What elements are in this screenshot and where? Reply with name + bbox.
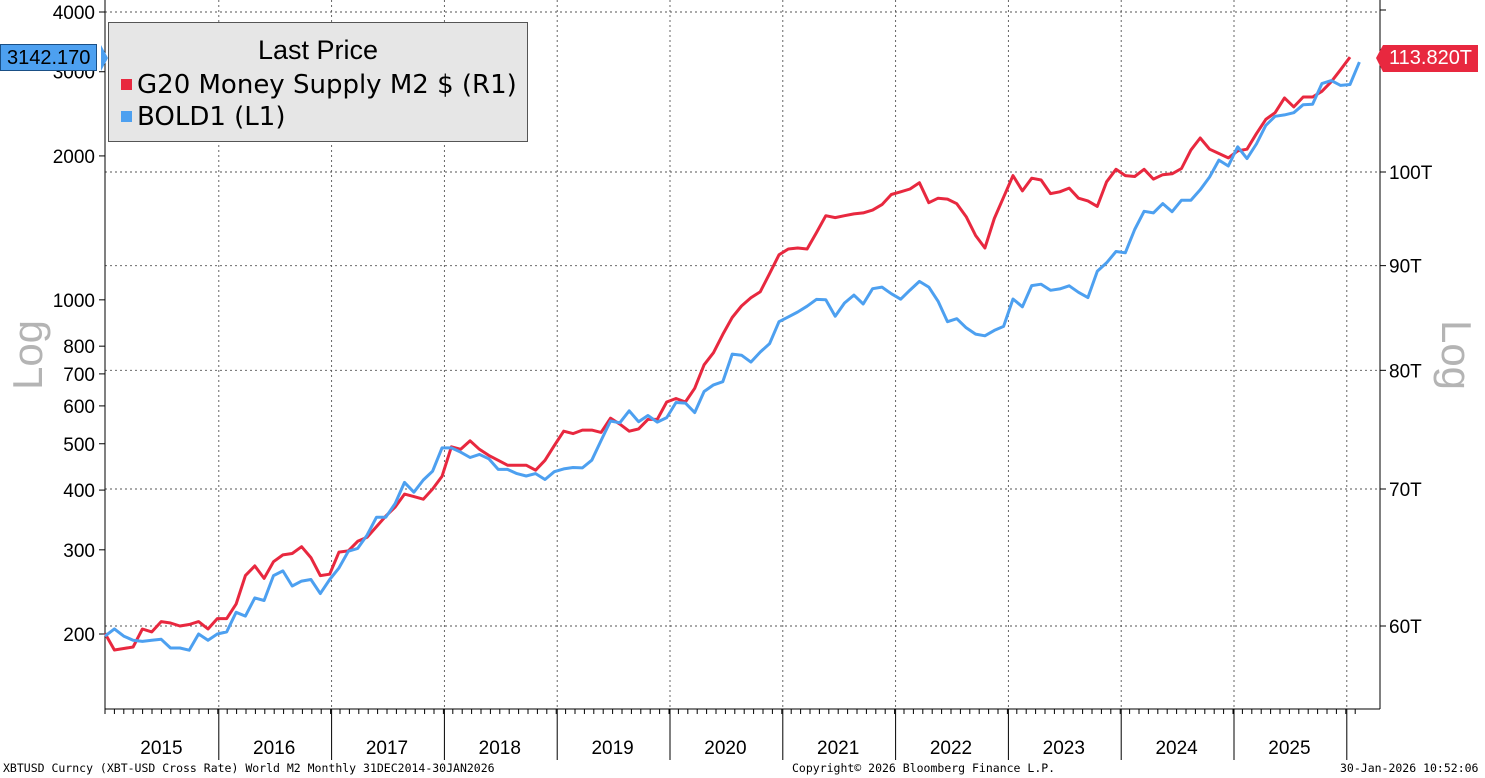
legend-entry-bold1: BOLD1 (L1) [121, 102, 285, 132]
left-tick-label-600: 600 [63, 397, 95, 418]
left-tick-label-800: 800 [63, 337, 95, 358]
year-label-2019: 2019 [591, 738, 633, 759]
series-line-g20-m2 [103, 56, 1352, 652]
right-badge-pointer [1376, 45, 1383, 72]
right-axis-title: Log [1433, 320, 1480, 390]
right-tick-label-90t: 90T [1389, 257, 1422, 278]
year-label-2025: 2025 [1268, 738, 1310, 759]
legend-swatch-red [121, 79, 132, 90]
gridlines [105, 0, 1380, 709]
footer-timestamp: 30-Jan-2026 10:52:06 [1340, 761, 1479, 775]
year-label-2022: 2022 [930, 738, 972, 759]
year-label-2018: 2018 [479, 738, 521, 759]
right-tick-label-100t: 100T [1389, 163, 1433, 184]
left-tick-label-500: 500 [63, 435, 95, 456]
left-tick-label-2000: 2000 [53, 147, 95, 168]
legend-label-bold1: BOLD1 (L1) [137, 102, 286, 132]
left-tick-label-4000: 4000 [53, 3, 95, 24]
left-tick-label-700: 700 [63, 365, 95, 386]
x-axis: 2015 2016 2017 2018 2019 2020 2021 2022 2023 2024… [104, 709, 1356, 760]
left-last-value-badge: 3142.170 [0, 44, 98, 71]
year-label-2016: 2016 [253, 738, 295, 759]
left-tick-label-400: 400 [63, 481, 95, 502]
legend-swatch-blue [121, 111, 132, 122]
left-tick-label-300: 300 [63, 541, 95, 562]
left-tick-label-200: 200 [63, 625, 95, 646]
right-axis-ticks: 100T 90T 80T 70T 60T [1380, 9, 1433, 638]
legend-entry-g20-m2: G20 Money Supply M2 $ (R1) [121, 70, 517, 100]
year-label-2021: 2021 [817, 738, 859, 759]
series-line-bold1 [104, 61, 1361, 652]
left-axis-title: Log [4, 320, 51, 390]
right-tick-label-60t: 60T [1389, 617, 1422, 638]
legend-label-g20-m2: G20 Money Supply M2 $ (R1) [137, 70, 517, 100]
right-tick-label-80t: 80T [1389, 361, 1422, 382]
legend: Last Price G20 Money Supply M2 $ (R1) BO… [108, 22, 528, 142]
year-label-2015: 2015 [140, 738, 182, 759]
left-tick-label-1000: 1000 [53, 291, 95, 312]
year-label-2020: 2020 [704, 738, 746, 759]
legend-title: Last Price [257, 35, 379, 65]
footer-copyright: Copyright© 2026 Bloomberg Finance L.P. [792, 761, 1056, 775]
year-label-2024: 2024 [1155, 738, 1198, 759]
year-label-2023: 2023 [1043, 738, 1085, 759]
right-tick-label-70t: 70T [1389, 480, 1422, 501]
footer-source: XBTUSD Curncy (XBT-USD Cross Rate) World… [3, 761, 495, 775]
left-badge-pointer [101, 45, 108, 71]
right-last-value-badge: 113.820T [1383, 45, 1479, 72]
series-lines [103, 56, 1361, 652]
year-label-2017: 2017 [366, 738, 408, 759]
